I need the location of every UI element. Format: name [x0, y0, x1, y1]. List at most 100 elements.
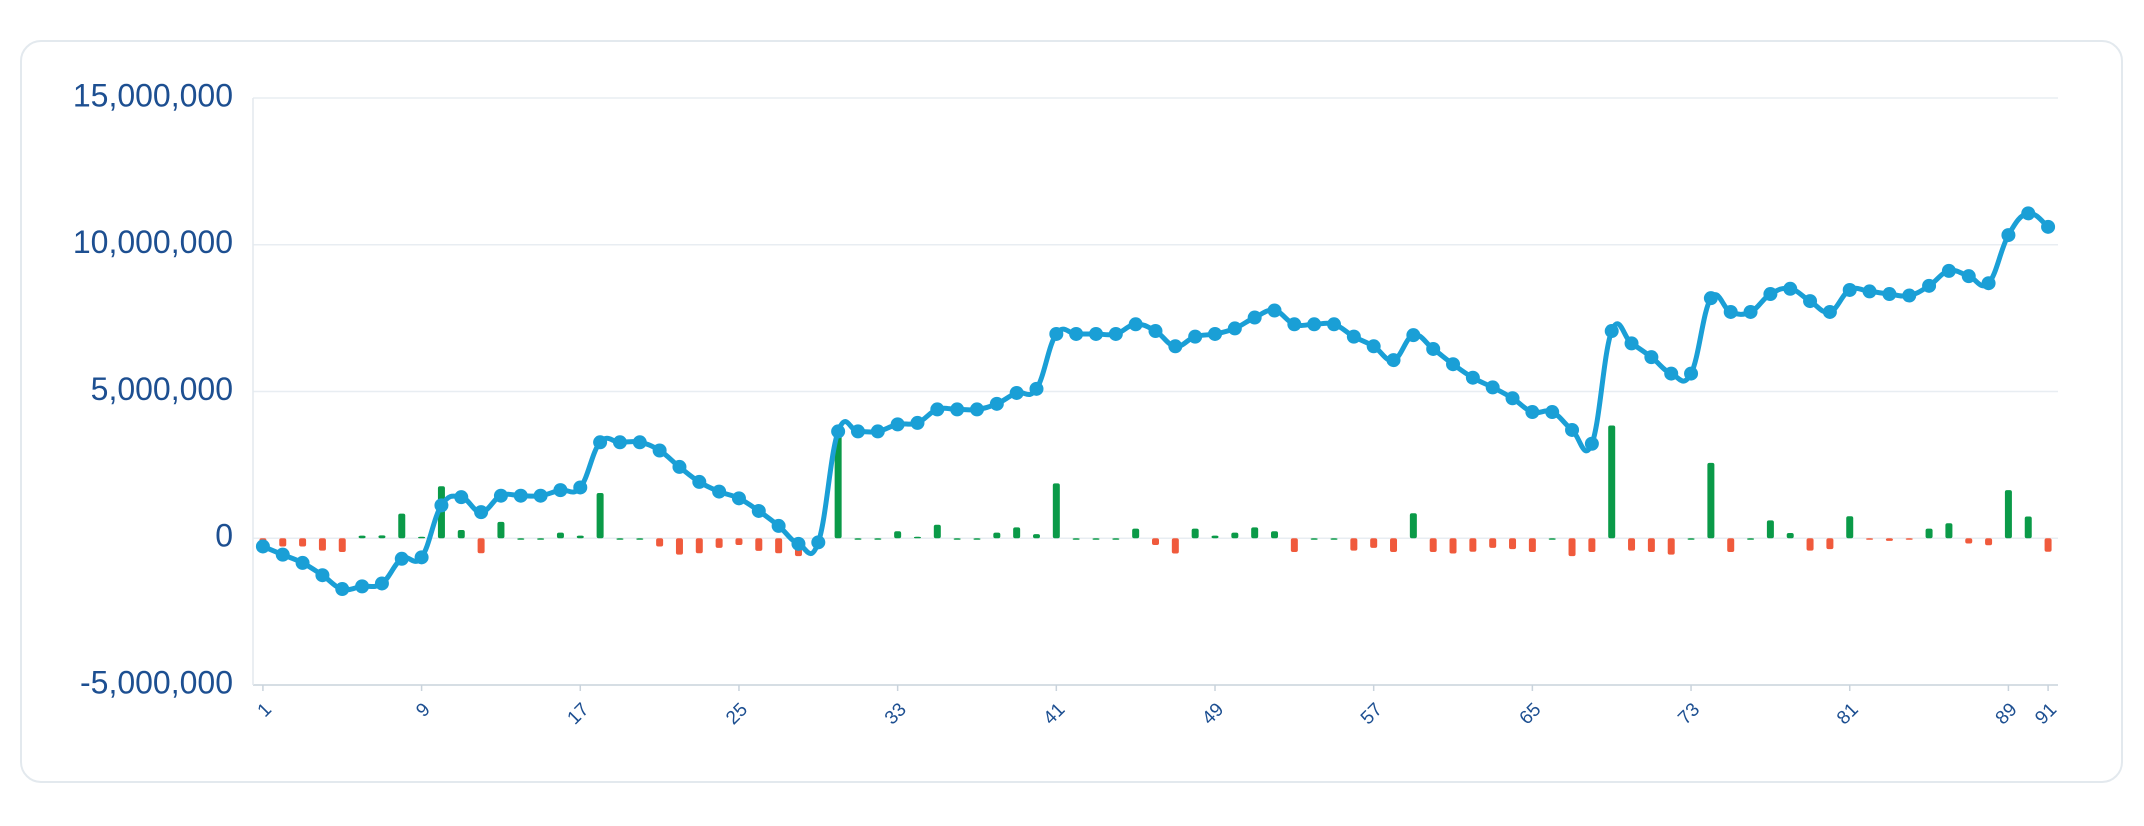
line-marker	[1208, 326, 1223, 341]
line-marker	[910, 415, 925, 430]
line-marker	[255, 539, 270, 554]
bar	[874, 538, 882, 540]
bar	[556, 532, 564, 539]
bar	[1826, 538, 1834, 550]
bar	[338, 538, 346, 553]
bar	[378, 535, 386, 539]
line-marker	[811, 535, 826, 550]
bar	[1409, 513, 1417, 539]
bar	[1310, 538, 1318, 540]
bar	[1330, 538, 1338, 540]
bar	[755, 538, 763, 551]
bar	[1509, 538, 1517, 550]
line-marker	[454, 490, 469, 505]
bar	[1469, 538, 1477, 552]
line-marker	[1287, 317, 1302, 332]
bar	[1885, 538, 1893, 541]
bar	[1647, 538, 1655, 553]
bar	[1806, 538, 1814, 551]
bar	[1429, 538, 1437, 553]
line-marker	[1088, 326, 1103, 341]
line-marker	[1763, 287, 1778, 302]
bar	[497, 521, 505, 539]
line-marker	[295, 555, 310, 570]
line-marker	[1703, 291, 1718, 306]
line-marker	[493, 488, 508, 503]
line-marker	[1267, 303, 1282, 318]
bar	[279, 538, 287, 547]
line-marker	[374, 576, 389, 591]
line-marker	[315, 568, 330, 583]
bar	[1985, 538, 1993, 546]
bar	[1013, 527, 1021, 539]
line-marker	[870, 424, 885, 439]
bar	[1489, 538, 1497, 548]
bar	[715, 538, 723, 548]
bar	[1846, 516, 1854, 539]
bar	[477, 538, 485, 554]
chart-card	[20, 40, 2123, 783]
line-marker	[612, 435, 627, 450]
bar	[854, 538, 862, 540]
line-marker	[1941, 263, 1956, 278]
bar	[517, 538, 525, 540]
line-marker	[1049, 326, 1064, 341]
bar	[1866, 538, 1874, 540]
line-marker	[969, 402, 984, 417]
line-marker	[275, 547, 290, 562]
line-marker	[335, 582, 350, 597]
line-marker	[553, 483, 568, 498]
bar	[636, 538, 644, 540]
bar	[2024, 516, 2032, 539]
line-marker	[394, 551, 409, 566]
line-marker	[1029, 381, 1044, 396]
bar	[1905, 538, 1913, 540]
bar	[1231, 532, 1239, 539]
line-marker	[1446, 357, 1461, 372]
line-marker	[1862, 284, 1877, 299]
y-tick-label: 10,000,000	[73, 224, 233, 260]
bar	[596, 493, 604, 539]
line-marker	[1426, 341, 1441, 356]
bar	[398, 513, 406, 539]
line-marker	[1545, 405, 1560, 420]
bar	[1965, 538, 1973, 544]
y-tick-label: 15,000,000	[73, 77, 233, 113]
bar	[1390, 538, 1398, 553]
bar	[1271, 531, 1279, 539]
line-marker	[1565, 422, 1580, 437]
line-marker	[434, 498, 449, 513]
line-marker	[513, 488, 528, 503]
line-marker	[1822, 304, 1837, 319]
line-marker	[1902, 288, 1917, 303]
line-marker	[593, 435, 608, 450]
bar	[1548, 538, 1556, 540]
line-marker	[1981, 276, 1996, 291]
bar	[1766, 520, 1774, 539]
line-marker	[1227, 321, 1242, 336]
bar	[1072, 538, 1080, 540]
line-marker	[1148, 324, 1163, 339]
bar	[1132, 528, 1140, 539]
line-marker	[1882, 287, 1897, 302]
line-marker	[1783, 281, 1798, 296]
bar	[616, 538, 624, 540]
bar	[953, 538, 961, 540]
line-marker	[1465, 370, 1480, 385]
line-marker	[632, 435, 647, 450]
y-tick-label: 0	[215, 518, 233, 554]
line-marker	[1247, 310, 1262, 325]
line-marker	[1525, 405, 1540, 420]
bar	[1687, 538, 1695, 540]
grid	[252, 97, 2058, 691]
line-marker	[1108, 326, 1123, 341]
line-marker	[930, 402, 945, 417]
bar	[537, 538, 545, 540]
bar	[358, 535, 366, 539]
line-marker	[950, 402, 965, 417]
bar	[1667, 538, 1675, 555]
bar	[1370, 538, 1378, 548]
bar	[1727, 538, 1735, 553]
bar	[993, 532, 1001, 539]
